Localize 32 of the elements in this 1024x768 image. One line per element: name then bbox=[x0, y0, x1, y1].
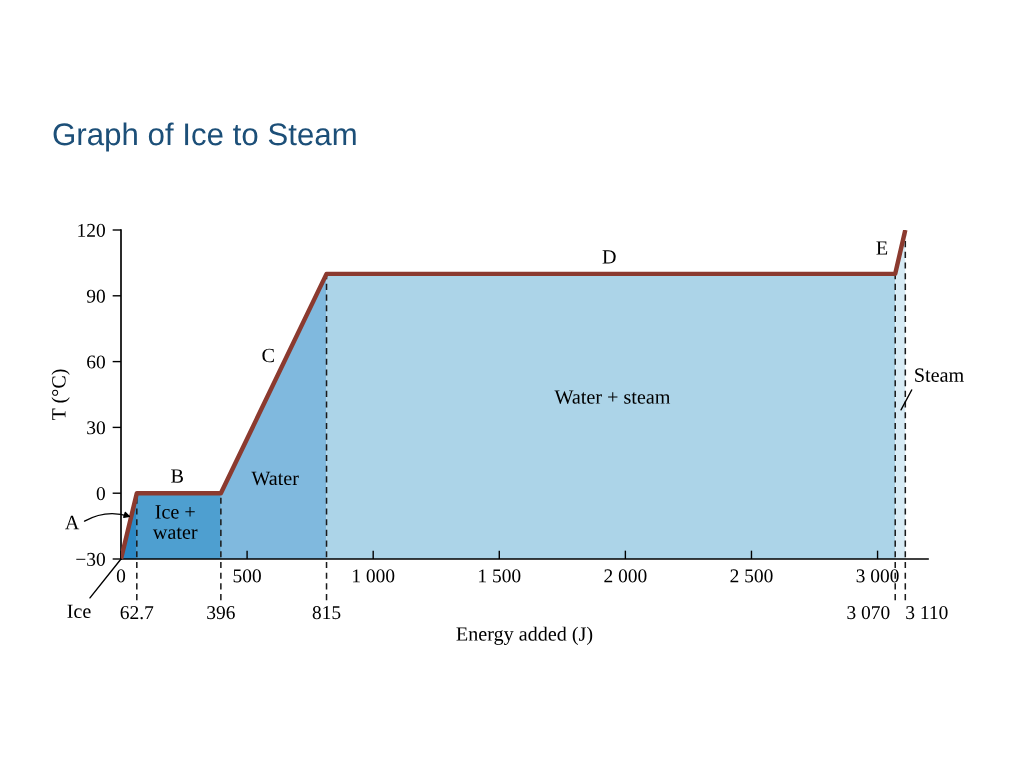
annotation: B bbox=[171, 469, 183, 483]
line-series bbox=[121, 230, 908, 559]
y-tick-label: −30 bbox=[76, 552, 105, 566]
annotation: Ice bbox=[67, 604, 91, 619]
x-tick-label: 1 500 bbox=[479, 569, 521, 583]
annotation: C bbox=[262, 348, 274, 363]
annotation: Steam bbox=[915, 368, 964, 382]
x-tick-label: 500 bbox=[233, 569, 261, 583]
annotation: Water + steam bbox=[554, 390, 671, 404]
annotation: D bbox=[602, 250, 616, 264]
y-tick-label: 120 bbox=[78, 223, 105, 237]
x-tick-label: 3 000 bbox=[856, 569, 899, 583]
y-axis-title: T (°C) bbox=[51, 369, 70, 421]
chart-title: Graph of Ice to Steam bbox=[53, 122, 356, 152]
x-tick-label: 2 500 bbox=[730, 569, 773, 583]
annotation: A bbox=[65, 515, 80, 530]
ref-line-label: 3 110 bbox=[906, 606, 948, 620]
y-tick-label: 60 bbox=[87, 355, 105, 369]
y-tick-label: 90 bbox=[86, 289, 105, 303]
ref-line-label: 815 bbox=[312, 606, 341, 620]
x-tick-label: 1 000 bbox=[353, 569, 395, 583]
ref-line-label: 396 bbox=[207, 606, 235, 620]
annotation: Water bbox=[251, 471, 299, 486]
x-tick-label: 2 000 bbox=[604, 569, 647, 583]
ref-line-label: 62.7 bbox=[120, 606, 154, 620]
annotation: Ice + water bbox=[152, 505, 198, 540]
ref-line-label: 3 070 bbox=[847, 606, 890, 620]
annotation: E bbox=[876, 241, 888, 255]
x-tick-label: 0 bbox=[116, 569, 126, 583]
y-tick-label: 0 bbox=[96, 487, 105, 501]
y-tick-label: 30 bbox=[87, 421, 105, 435]
x-axis-title: Energy added (J) bbox=[456, 626, 593, 645]
